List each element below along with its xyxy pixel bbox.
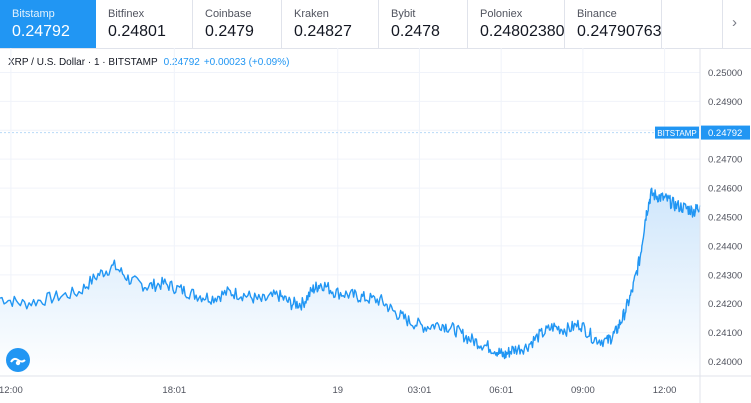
tab-poloniex[interactable]: Poloniex 0.24802380 xyxy=(468,0,565,48)
tab-price: 0.24827 xyxy=(294,23,352,40)
y-tick-label: 0.24100 xyxy=(708,328,742,339)
y-tick-label: 0.24000 xyxy=(708,357,742,368)
tab-price: 0.24792 xyxy=(12,23,70,40)
tab-bitfinex[interactable]: Bitfinex 0.24801 xyxy=(96,0,193,48)
price-line xyxy=(0,187,701,360)
x-tick-label: 18:01 xyxy=(162,385,186,396)
last-price-label: 0.24792 xyxy=(708,128,742,139)
y-tick-label: 0.24300 xyxy=(708,270,742,281)
chevron-right-icon: › xyxy=(732,14,737,31)
x-tick-label: 12:00 xyxy=(0,385,23,396)
legend-last-price: 0.24792 xyxy=(163,57,200,68)
tab-exchange-name: Kraken xyxy=(294,8,329,20)
tab-bybit[interactable]: Bybit 0.2478 xyxy=(379,0,468,48)
tab-price: 0.24802380 xyxy=(480,23,565,40)
chart-legend: XRP / U.S. Dollar · 1 · BITSTAMP 0.24792 +… xyxy=(8,57,289,68)
price-chart[interactable]: 0.250000.249000.248000.247000.246000.245… xyxy=(0,48,751,403)
tab-price: 0.2478 xyxy=(391,23,440,40)
tab-exchange-name: Binance xyxy=(577,8,617,20)
y-tick-label: 0.25000 xyxy=(708,68,742,79)
x-tick-label: 12:00 xyxy=(653,385,677,396)
legend-change: +0.00023 (+0.09%) xyxy=(203,57,290,68)
legend-symbol: XRP / U.S. Dollar · 1 · BITSTAMP xyxy=(8,57,158,68)
x-tick-label: 09:00 xyxy=(571,385,595,396)
tab-kraken[interactable]: Kraken 0.24827 xyxy=(282,0,379,48)
y-tick-label: 0.24700 xyxy=(708,155,742,166)
tab-bitstamp[interactable]: Bitstamp 0.24792 xyxy=(0,0,96,48)
y-tick-label: 0.24900 xyxy=(708,97,742,108)
tab-exchange-name: Poloniex xyxy=(480,8,523,20)
price-area-fill xyxy=(0,188,700,376)
y-tick-label: 0.24400 xyxy=(708,241,742,252)
tab-exchange-name: Bitstamp xyxy=(12,8,55,20)
tabs-next-button[interactable]: › xyxy=(722,0,751,48)
tab-price: 0.2479 xyxy=(205,23,254,40)
exchange-tag-label: BITSTAMP xyxy=(657,129,696,138)
last-price-box xyxy=(701,125,750,140)
x-tick-label: 06:01 xyxy=(489,385,513,396)
tab-price: 0.24790763 xyxy=(577,23,662,40)
tab-price: 0.24801 xyxy=(108,23,166,40)
tab-exchange-name: Bybit xyxy=(391,8,416,20)
tab-exchange-name: Bitfinex xyxy=(108,8,145,20)
y-tick-label: 0.24600 xyxy=(708,184,742,195)
tab-binance[interactable]: Binance 0.24790763 xyxy=(565,0,662,48)
y-tick-label: 0.24500 xyxy=(708,213,742,224)
tradingview-logo-icon[interactable] xyxy=(6,348,30,372)
exchange-tabs: Bitstamp 0.24792 Bitfinex 0.24801 Coinbase 0.… xyxy=(0,0,751,49)
x-tick-label: 19 xyxy=(332,385,343,396)
exchange-tag-box xyxy=(655,126,699,139)
tab-exchange-name: Coinbase xyxy=(205,8,252,20)
tab-coinbase[interactable]: Coinbase 0.2479 xyxy=(193,0,282,48)
x-tick-label: 03:01 xyxy=(408,385,432,396)
y-tick-label: 0.24200 xyxy=(708,299,742,310)
